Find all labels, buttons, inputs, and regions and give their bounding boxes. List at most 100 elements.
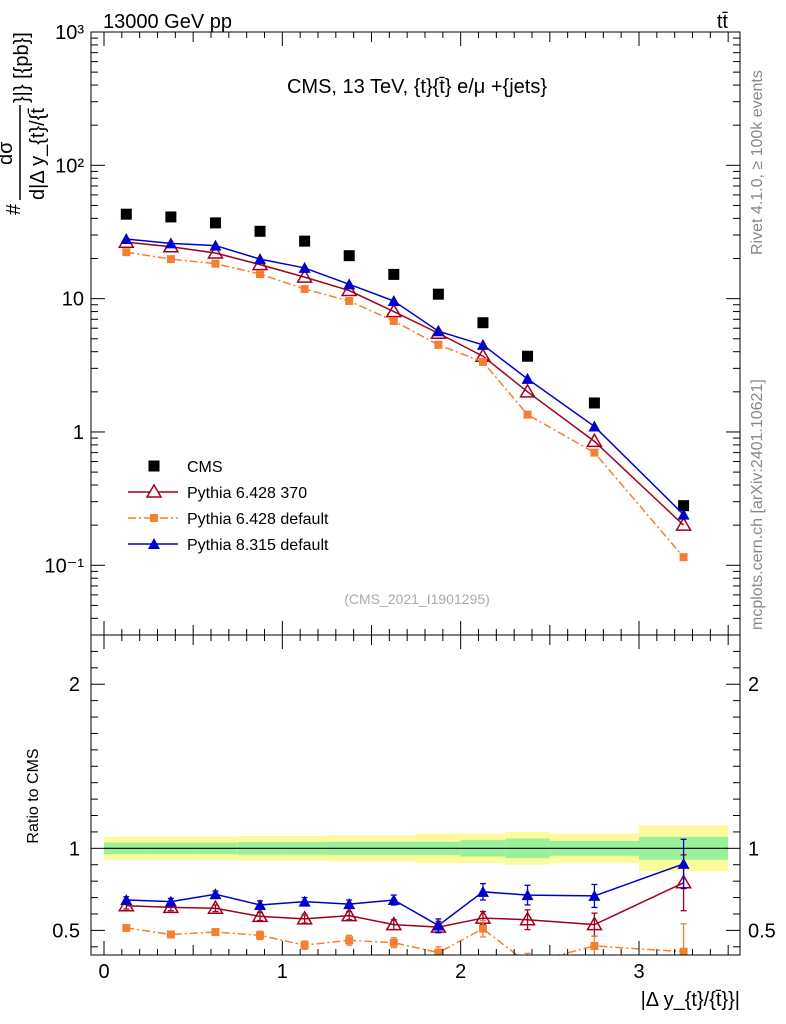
data-point-cms <box>165 211 177 223</box>
data-point-py6_default <box>679 553 688 562</box>
data-point-py8_default <box>521 372 534 384</box>
data-point-py6_370 <box>519 383 536 398</box>
ratio-point-py6_default <box>211 928 220 937</box>
ratio-point-py6_370 <box>519 911 536 926</box>
ratio-y-tick-label-right: 0.5 <box>748 920 776 942</box>
data-point-cms <box>678 500 690 512</box>
ratio-point-py6_default <box>345 936 354 945</box>
data-point-py6_370 <box>586 432 603 448</box>
ratio-y-tick-label-left: 0.5 <box>52 920 80 942</box>
legend-label-py6_370: Pythia 6.428 370 <box>187 485 307 502</box>
ratio-y-axis-label: Ratio to CMS <box>25 748 42 843</box>
data-point-cms <box>299 235 311 247</box>
data-point-cms <box>477 317 489 329</box>
ratio-y-tick-label-left: 1 <box>69 838 80 860</box>
ratio-point-py6_370 <box>251 907 269 923</box>
y-tick-label: 10 <box>62 289 84 311</box>
data-point-py8_default <box>432 325 445 337</box>
ratio-point-py8_default <box>209 888 222 900</box>
y-axis-label-hash: # <box>3 203 25 215</box>
ratio-point-py8_default <box>164 895 177 907</box>
data-point-py6_default <box>300 285 309 294</box>
ratio-point-py8_default <box>476 885 489 897</box>
ratio-point-py8_default <box>298 895 311 907</box>
data-point-py6_default <box>434 340 443 349</box>
ratio-point-py8_default <box>120 894 133 906</box>
data-point-cms <box>120 208 132 220</box>
ratio-point-py6_370 <box>586 916 603 931</box>
data-point-py8_default <box>476 338 489 350</box>
ratio-y-tick-label-right: 2 <box>748 674 759 696</box>
data-point-py6_370 <box>340 282 358 297</box>
y-tick-label: 10² <box>55 155 84 177</box>
data-point-py6_default <box>211 259 220 268</box>
data-point-py6_default <box>389 316 398 325</box>
data-point-py8_default <box>387 295 400 307</box>
ratio-point-py6_default <box>256 931 265 940</box>
ratio-point-py6_default <box>389 938 398 947</box>
data-point-py8_default <box>209 239 222 251</box>
x-tick-label: 3 <box>633 961 644 983</box>
data-point-py6_default <box>523 410 532 419</box>
ratio-point-py6_default <box>478 924 487 933</box>
y-axis-label-numerator: dσ <box>0 141 17 165</box>
legend-marker-cms <box>148 460 160 472</box>
data-point-cms <box>388 268 400 280</box>
data-point-py8_default <box>677 508 690 520</box>
collision-energy-label: 13000 GeV pp <box>103 11 232 33</box>
legend-marker-py8_default <box>148 538 160 549</box>
analysis-id: (CMS_2021_I1901295) <box>344 591 490 607</box>
ratio-point-py6_default <box>679 947 688 955</box>
ratio-point-py8_default <box>677 857 690 869</box>
ratio-point-py6_default <box>300 941 309 950</box>
data-point-py8_default <box>254 253 267 265</box>
data-point-cms <box>254 225 266 237</box>
series-line-py6_370 <box>126 241 685 526</box>
ratio-point-py6_default <box>434 948 443 955</box>
x-tick-label: 0 <box>98 961 109 983</box>
data-point-cms <box>432 288 444 300</box>
data-point-py6_370 <box>296 268 313 283</box>
data-point-cms <box>522 350 534 362</box>
ratio-point-py8_default <box>387 894 400 906</box>
ratio-point-py6_370 <box>296 910 313 925</box>
data-point-py8_default <box>120 233 133 245</box>
data-point-cms <box>343 250 355 262</box>
data-point-py6_default <box>345 297 354 306</box>
ratio-point-py8_default <box>432 919 445 931</box>
data-point-py6_370 <box>675 516 692 531</box>
series-line-py8_default <box>126 238 685 516</box>
legend-label-cms: CMS <box>187 459 223 476</box>
ratio-line-py6_default <box>126 927 684 955</box>
legend-marker-py6_370 <box>145 483 163 498</box>
legend: CMS Pythia 6.428 370 Pythia 6.428 default P… <box>128 459 329 554</box>
mcplots-source-label: mcplots.cern.ch [arXiv:2401.10621] <box>749 379 766 630</box>
ratio-panel: 0.5 0.5 1 1 2 2 0 1 2 3 Ratio to CMS |Δ y_{t}/{t̄… <box>25 634 776 1011</box>
ratio-series-group <box>117 838 692 955</box>
series-line-py6_default <box>126 251 685 558</box>
y-axis-label-denominator: d|Δ y_{t}/{t̄ <box>27 108 49 200</box>
y-tick-label: 1 <box>73 422 84 444</box>
ratio-point-py6_370 <box>340 907 358 922</box>
data-point-py6_default <box>122 248 131 257</box>
ratio-line-py8_default <box>126 863 684 927</box>
ratio-point-py6_default <box>590 941 599 950</box>
data-point-cms <box>209 217 221 229</box>
x-tick-label: 1 <box>277 961 288 983</box>
ratio-point-py8_default <box>521 889 534 901</box>
ratio-point-py6_default <box>122 923 131 932</box>
ratio-point-py6_370 <box>385 916 403 931</box>
ratio-y-tick-label-right: 1 <box>748 838 759 860</box>
ratio-point-py8_default <box>343 898 356 910</box>
legend-label-py8_default: Pythia 8.315 default <box>187 537 329 554</box>
ratio-point-py8_default <box>588 889 601 901</box>
process-label: tt̄ <box>717 11 729 33</box>
ratio-point-py6_370 <box>207 899 224 914</box>
x-tick-label: 2 <box>455 961 466 983</box>
legend-marker-py6_default <box>150 514 158 522</box>
data-point-py8_default <box>588 420 601 432</box>
data-point-py8_default <box>343 278 356 290</box>
data-point-cms <box>588 397 600 409</box>
y-tick-label: 10³ <box>55 22 84 44</box>
